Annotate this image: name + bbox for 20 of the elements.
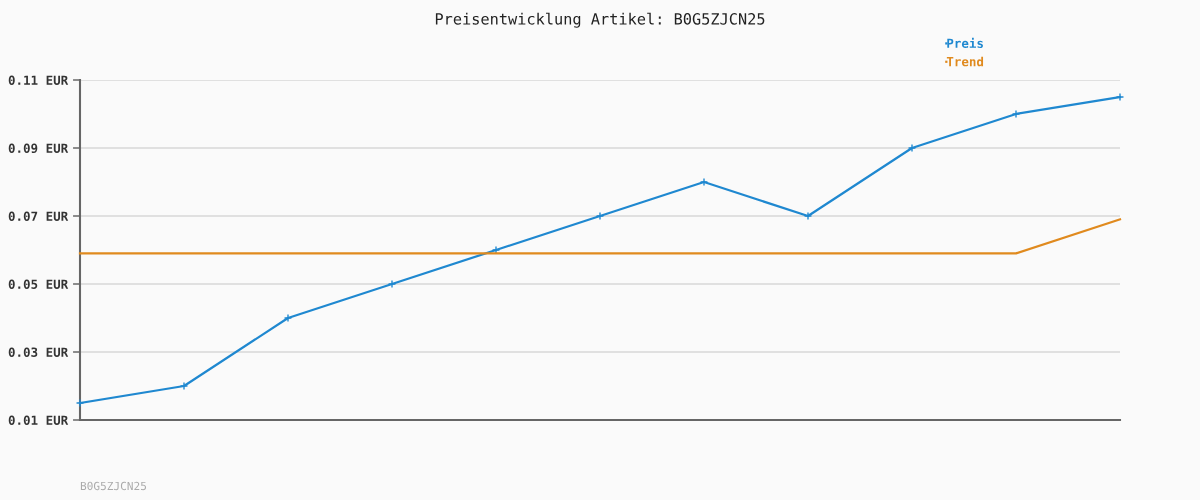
y-tick-label: 0.03 EUR (8, 347, 69, 357)
point (387, 279, 397, 289)
chart-title: Preisentwicklung Artikel: B0G5ZJCN25 (435, 12, 765, 28)
y-tick-label: 0.07 EUR (8, 211, 69, 221)
point (907, 143, 917, 153)
y-tick-label: 0.09 EUR (8, 143, 69, 153)
y-tick-label: 0.01 EUR (8, 415, 69, 425)
legend-label: Preis (947, 37, 983, 48)
point (1115, 92, 1125, 102)
y-tick-label: 0.11 EUR (8, 75, 69, 85)
point (699, 177, 709, 187)
point (179, 381, 189, 391)
text: B0G5ZJCN25 (80, 481, 147, 491)
point (1011, 109, 1021, 119)
point (595, 211, 605, 221)
point (75, 398, 85, 408)
y-tick-label: 0.05 EUR (8, 279, 69, 289)
point (283, 313, 293, 323)
point (803, 211, 813, 221)
legend-label: Trend (946, 56, 984, 67)
